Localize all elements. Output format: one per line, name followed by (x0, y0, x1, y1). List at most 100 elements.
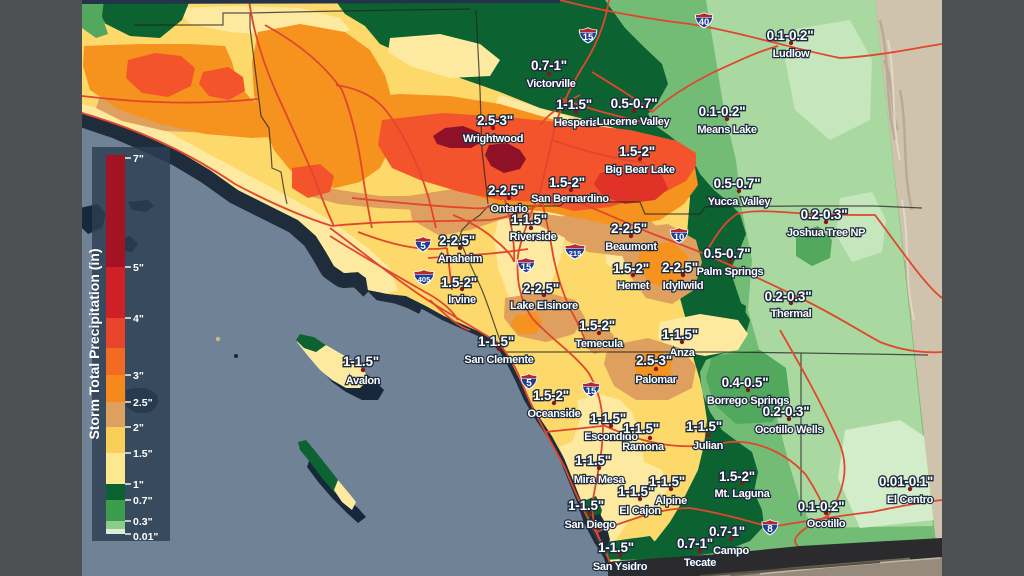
svg-text:0.5-0.7": 0.5-0.7" (611, 96, 658, 111)
svg-text:Anza: Anza (669, 347, 695, 359)
svg-text:1-1.5": 1-1.5" (568, 498, 604, 513)
svg-text:0.2-0.3": 0.2-0.3" (765, 289, 812, 304)
svg-text:Avalon: Avalon (346, 375, 381, 387)
svg-text:15: 15 (583, 32, 594, 43)
svg-text:Beaumont: Beaumont (605, 241, 657, 253)
svg-text:1-1.5": 1-1.5" (575, 453, 611, 468)
svg-text:Ontario: Ontario (490, 203, 528, 215)
svg-text:San Diego: San Diego (564, 519, 616, 531)
svg-text:15: 15 (586, 386, 597, 397)
svg-text:Ramona: Ramona (622, 441, 665, 453)
svg-text:2.5-3": 2.5-3" (477, 113, 513, 128)
svg-text:1.5-2": 1.5-2" (533, 388, 569, 403)
svg-text:4": 4" (133, 313, 144, 325)
svg-text:1.5-2": 1.5-2" (613, 261, 649, 276)
svg-text:Campo: Campo (713, 545, 749, 557)
svg-text:40: 40 (699, 17, 710, 28)
svg-text:1-1.5": 1-1.5" (649, 474, 685, 489)
svg-text:8: 8 (767, 524, 773, 535)
svg-text:Irvine: Irvine (448, 294, 476, 306)
svg-text:1-1.5": 1-1.5" (686, 419, 722, 434)
svg-text:1.5": 1.5" (133, 448, 153, 460)
svg-text:1.5-2": 1.5-2" (549, 175, 585, 190)
svg-text:2-2.5": 2-2.5" (523, 281, 559, 296)
svg-text:2-2.5": 2-2.5" (611, 221, 647, 236)
svg-text:1-1.5": 1-1.5" (598, 540, 634, 555)
svg-text:0.1-0.2": 0.1-0.2" (767, 28, 814, 43)
svg-text:El Cajon: El Cajon (619, 505, 661, 517)
svg-text:1.5-2": 1.5-2" (579, 318, 615, 333)
svg-text:Idyllwild: Idyllwild (663, 280, 704, 292)
svg-text:15: 15 (521, 262, 532, 273)
svg-text:Alpine: Alpine (655, 495, 687, 507)
svg-text:Oceanside: Oceanside (528, 408, 581, 420)
svg-text:0.3": 0.3" (133, 516, 153, 528)
svg-text:Mt. Laguna: Mt. Laguna (714, 488, 770, 500)
svg-text:Palm Springs: Palm Springs (697, 266, 764, 278)
svg-text:1-1.5": 1-1.5" (343, 354, 379, 369)
svg-text:Palomar: Palomar (635, 374, 677, 386)
svg-text:215: 215 (569, 249, 582, 258)
svg-text:0.7-1": 0.7-1" (709, 524, 745, 539)
svg-text:Anaheim: Anaheim (438, 253, 483, 265)
svg-text:5": 5" (133, 262, 144, 274)
svg-text:Victorville: Victorville (526, 78, 575, 90)
svg-text:San Bernardino: San Bernardino (531, 193, 609, 205)
svg-text:0.2-0.3": 0.2-0.3" (763, 404, 810, 419)
svg-text:El Centro: El Centro (887, 494, 934, 506)
svg-text:1-1.5": 1-1.5" (478, 334, 514, 349)
svg-text:Wrightwood: Wrightwood (463, 133, 523, 145)
svg-text:0.2-0.3": 0.2-0.3" (801, 207, 848, 222)
svg-text:0.5-0.7": 0.5-0.7" (704, 246, 751, 261)
svg-text:0.7-1": 0.7-1" (677, 536, 713, 551)
svg-text:Riverside: Riverside (510, 231, 557, 243)
svg-text:7": 7" (133, 153, 144, 165)
svg-text:1-1.5": 1-1.5" (618, 484, 654, 499)
svg-text:1-1.5": 1-1.5" (556, 97, 592, 112)
svg-text:2.5-3": 2.5-3" (636, 353, 672, 368)
svg-text:San Ysidro: San Ysidro (593, 561, 648, 573)
svg-text:Escondido: Escondido (584, 431, 638, 443)
svg-text:1": 1" (133, 479, 144, 491)
svg-text:2.5": 2.5" (133, 397, 153, 409)
svg-text:Tecate: Tecate (684, 557, 716, 569)
svg-text:Ocotillo Wells: Ocotillo Wells (755, 424, 824, 436)
svg-text:Ludlow: Ludlow (773, 48, 810, 60)
svg-text:Yucca Valley: Yucca Valley (708, 196, 772, 208)
svg-text:Lucerne Valley: Lucerne Valley (597, 116, 671, 128)
svg-text:10: 10 (674, 232, 685, 243)
svg-text:Storm Total Precipitation (in): Storm Total Precipitation (in) (86, 248, 102, 439)
svg-text:0.7": 0.7" (133, 495, 153, 507)
svg-text:Mira Mesa: Mira Mesa (574, 474, 626, 486)
svg-text:1.5-2": 1.5-2" (619, 144, 655, 159)
svg-text:Big Bear Lake: Big Bear Lake (605, 164, 675, 176)
svg-text:5: 5 (526, 378, 532, 389)
svg-text:Hesperia: Hesperia (554, 117, 599, 129)
svg-text:0.5-0.7": 0.5-0.7" (714, 176, 761, 191)
svg-text:0.01": 0.01" (133, 531, 158, 543)
svg-text:1-1.5": 1-1.5" (662, 327, 698, 342)
svg-text:Ocotillo: Ocotillo (807, 518, 846, 530)
svg-text:1-1.5": 1-1.5" (623, 421, 659, 436)
svg-text:Hemet: Hemet (617, 280, 650, 292)
svg-text:0.4-0.5": 0.4-0.5" (722, 375, 769, 390)
svg-text:0.7-1": 0.7-1" (531, 58, 567, 73)
svg-text:Means Lake: Means Lake (697, 124, 757, 136)
svg-text:1-1.5": 1-1.5" (511, 212, 547, 227)
svg-text:Joshua Tree NP: Joshua Tree NP (787, 227, 865, 239)
svg-text:2-2.5": 2-2.5" (439, 233, 475, 248)
svg-text:Julian: Julian (693, 440, 724, 452)
svg-text:Lake Elsinore: Lake Elsinore (510, 300, 578, 312)
svg-text:1.5-2": 1.5-2" (719, 469, 755, 484)
svg-text:3": 3" (133, 370, 144, 382)
svg-text:0.1-0.2": 0.1-0.2" (798, 499, 845, 514)
svg-text:Temecula: Temecula (575, 338, 624, 350)
svg-text:1.5-2": 1.5-2" (441, 275, 477, 290)
svg-text:0.01-0.1": 0.01-0.1" (879, 474, 933, 489)
svg-text:2-2.5": 2-2.5" (662, 260, 698, 275)
svg-text:Borrego Springs: Borrego Springs (707, 395, 789, 407)
svg-text:2-2.5": 2-2.5" (488, 183, 524, 198)
svg-text:405: 405 (418, 275, 431, 284)
svg-text:1-1.5": 1-1.5" (590, 411, 626, 426)
svg-text:5: 5 (420, 241, 426, 252)
